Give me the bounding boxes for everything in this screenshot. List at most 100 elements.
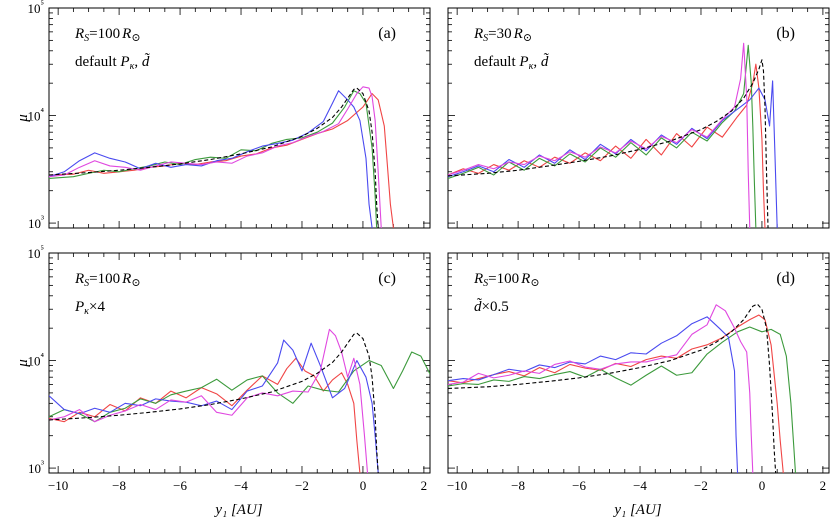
series-group [49, 86, 394, 228]
panel-radius-annotation: RS=100 R⊙ [473, 271, 540, 289]
series-line-model [448, 59, 769, 228]
ann-value: =100 [488, 271, 519, 287]
panel-frame [48, 252, 431, 474]
series-group [448, 42, 778, 228]
ann-R: R [74, 271, 84, 287]
panel-frame [447, 252, 830, 474]
panel-radius-annotation: RS=100 R⊙ [74, 271, 141, 289]
y-tick-label: 10⁵ [28, 0, 45, 16]
series-line-green [448, 44, 757, 228]
series-line-magenta [448, 304, 754, 473]
panel-label: (d) [776, 270, 795, 287]
ann2-part: κ [529, 61, 534, 72]
y-axis-label: μ [15, 359, 31, 368]
y-tick-label-exp: ⁴ [41, 352, 45, 363]
ann-value: =100 [89, 271, 120, 287]
series-line-magenta [49, 86, 382, 228]
panel-radius-annotation: RS=100 R⊙ [74, 26, 141, 44]
y-tick-label-exp: ³ [41, 459, 44, 470]
ann-sub-S: S [84, 278, 89, 289]
panel-param-annotation: default Pκ, d̃ [75, 53, 150, 72]
ann2-part: P [119, 54, 129, 70]
ann-sub-S: S [84, 33, 89, 44]
ann2-part: , [533, 54, 541, 70]
x-tick-label: −6 [572, 478, 586, 493]
ann2-part: d̃ [541, 53, 549, 70]
x-tick-label: −8 [112, 478, 126, 493]
series-line-magenta [448, 42, 751, 228]
y-tick-label-base: 10 [28, 461, 41, 476]
panel-d: −10 −8 −6 −4 −2 0 2RS=100 R⊙d̃×0.5(d) [447, 252, 830, 493]
series-line-red [448, 63, 766, 228]
panel-frame [48, 7, 431, 229]
y-tick-label: 10³ [28, 459, 44, 476]
x-axis-label-right: y₁ [AU] [612, 502, 661, 518]
series-group [448, 303, 797, 473]
series-line-blue [448, 316, 739, 473]
y-tick-label-exp: ³ [41, 214, 44, 225]
ann-R: R [473, 26, 483, 42]
ann-R2: R [513, 26, 523, 42]
x-tick-label: −2 [694, 478, 708, 493]
ann-value: =100 [89, 26, 120, 42]
series-line-blue [448, 80, 778, 228]
series-group [49, 328, 430, 473]
series-line-blue [49, 339, 379, 473]
panel-label: (a) [378, 25, 396, 42]
y-tick-label-exp: ⁵ [41, 244, 45, 255]
y-axis-label: μ [15, 114, 31, 123]
series-line-green [448, 326, 797, 473]
x-tick-label: 2 [421, 478, 428, 493]
series-line-magenta [49, 328, 369, 473]
y-tick-label-base: 10 [28, 1, 41, 16]
y-tick-label: 10⁴ [28, 352, 45, 369]
series-line-green [49, 90, 378, 228]
panel-label: (c) [378, 270, 396, 287]
y-tick-label-base: 10 [28, 109, 41, 124]
series-line-red [448, 314, 784, 473]
x-tick-label: −6 [173, 478, 187, 493]
panel-b: RS=30 R⊙default Pκ, d̃(b) [447, 7, 830, 229]
ann-R: R [74, 26, 84, 42]
x-tick-label: −2 [295, 478, 309, 493]
series-line-model [49, 332, 379, 473]
x-tick-label: 0 [360, 478, 367, 493]
ann-sun: ⊙ [131, 32, 140, 44]
ann2-part: d̃ [142, 53, 150, 70]
series-line-model [49, 87, 379, 228]
panel-param-annotation: Pκ×4 [74, 299, 105, 317]
y-tick-label: 10⁵ [28, 244, 45, 261]
x-tick-label: −10 [447, 478, 467, 493]
ann-sun: ⊙ [131, 277, 140, 289]
series-line-blue [49, 90, 373, 228]
panel-param-annotation: d̃×0.5 [474, 298, 509, 315]
ann2-part: κ [84, 306, 89, 317]
panel-radius-annotation: RS=30 R⊙ [473, 26, 532, 44]
ann2-part: ×0.5 [482, 299, 509, 315]
ann-R2: R [121, 271, 131, 287]
y-tick-label: 10⁴ [28, 107, 45, 124]
y-tick-label-base: 10 [28, 216, 41, 231]
x-tick-label: −4 [234, 478, 248, 493]
y-tick-label-exp: ⁵ [41, 0, 45, 10]
y-tick-label-base: 10 [28, 246, 41, 261]
series-line-green [49, 351, 430, 423]
ann-R2: R [520, 271, 530, 287]
x-axis-label-left: y₁ [AU] [213, 502, 262, 518]
series-line-model [448, 303, 777, 473]
ann-value: =30 [488, 26, 511, 42]
series-line-red [49, 93, 394, 228]
ann2-part: P [74, 299, 84, 315]
ann2-part: , [134, 54, 142, 70]
panel-label: (b) [776, 25, 795, 42]
ann2-part: κ [130, 61, 135, 72]
y-tick-label-base: 10 [28, 354, 41, 369]
x-tick-label: 2 [820, 478, 827, 493]
x-tick-label: 0 [759, 478, 766, 493]
y-tick-label: 10³ [28, 214, 44, 231]
panel-frame [447, 7, 830, 229]
x-tick-label: −10 [48, 478, 68, 493]
ann2-part: default [474, 54, 519, 70]
